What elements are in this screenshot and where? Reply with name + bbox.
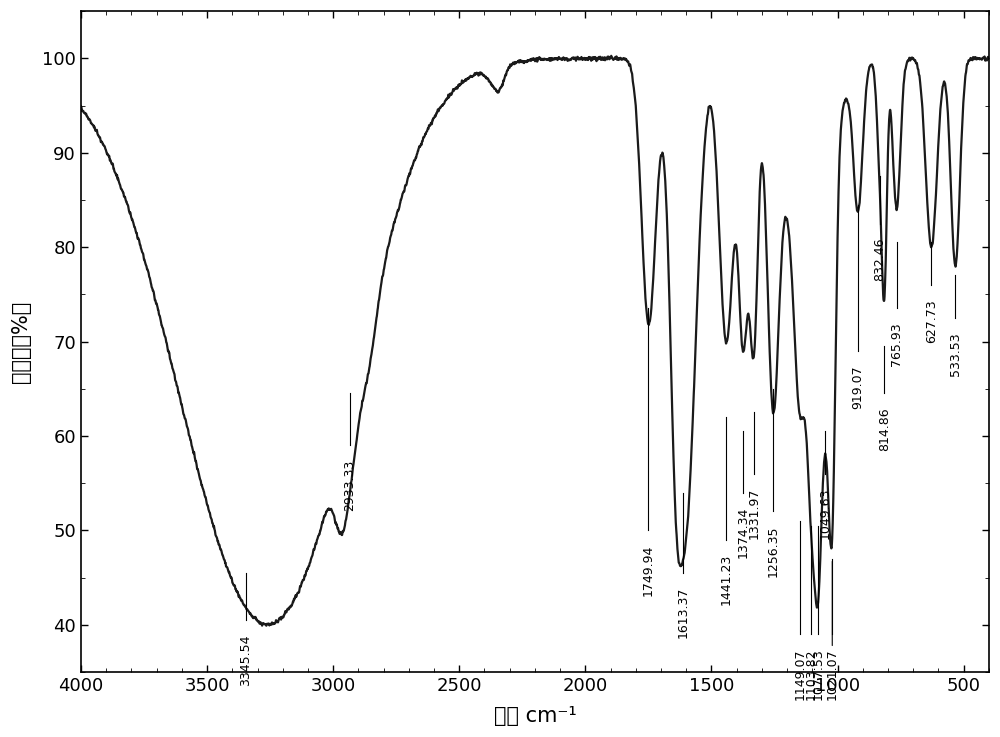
Text: 1613.37: 1613.37 — [676, 587, 689, 638]
Text: 919.07: 919.07 — [851, 365, 864, 409]
Text: 627.73: 627.73 — [925, 299, 938, 343]
X-axis label: 波数 cm⁻¹: 波数 cm⁻¹ — [494, 706, 576, 726]
Text: 765.93: 765.93 — [890, 323, 903, 366]
Text: 1103.82: 1103.82 — [805, 649, 818, 700]
Text: 2933.33: 2933.33 — [343, 459, 356, 511]
Text: 1021.07: 1021.07 — [826, 649, 839, 700]
Y-axis label: 透过率（%）: 透过率（%） — [11, 301, 31, 383]
Text: 832.46: 832.46 — [873, 237, 886, 282]
Text: 3345.54: 3345.54 — [240, 634, 253, 685]
Text: 533.53: 533.53 — [949, 332, 962, 376]
Text: 1049.63: 1049.63 — [819, 488, 832, 539]
Text: 1077.53: 1077.53 — [812, 649, 825, 700]
Text: 1441.23: 1441.23 — [720, 554, 733, 605]
Text: 814.86: 814.86 — [878, 408, 891, 451]
Text: 1331.97: 1331.97 — [747, 488, 760, 539]
Text: 1256.35: 1256.35 — [766, 525, 779, 577]
Text: 1374.34: 1374.34 — [737, 507, 750, 558]
Text: 1749.94: 1749.94 — [642, 545, 655, 595]
Text: 1149.07: 1149.07 — [793, 649, 806, 700]
